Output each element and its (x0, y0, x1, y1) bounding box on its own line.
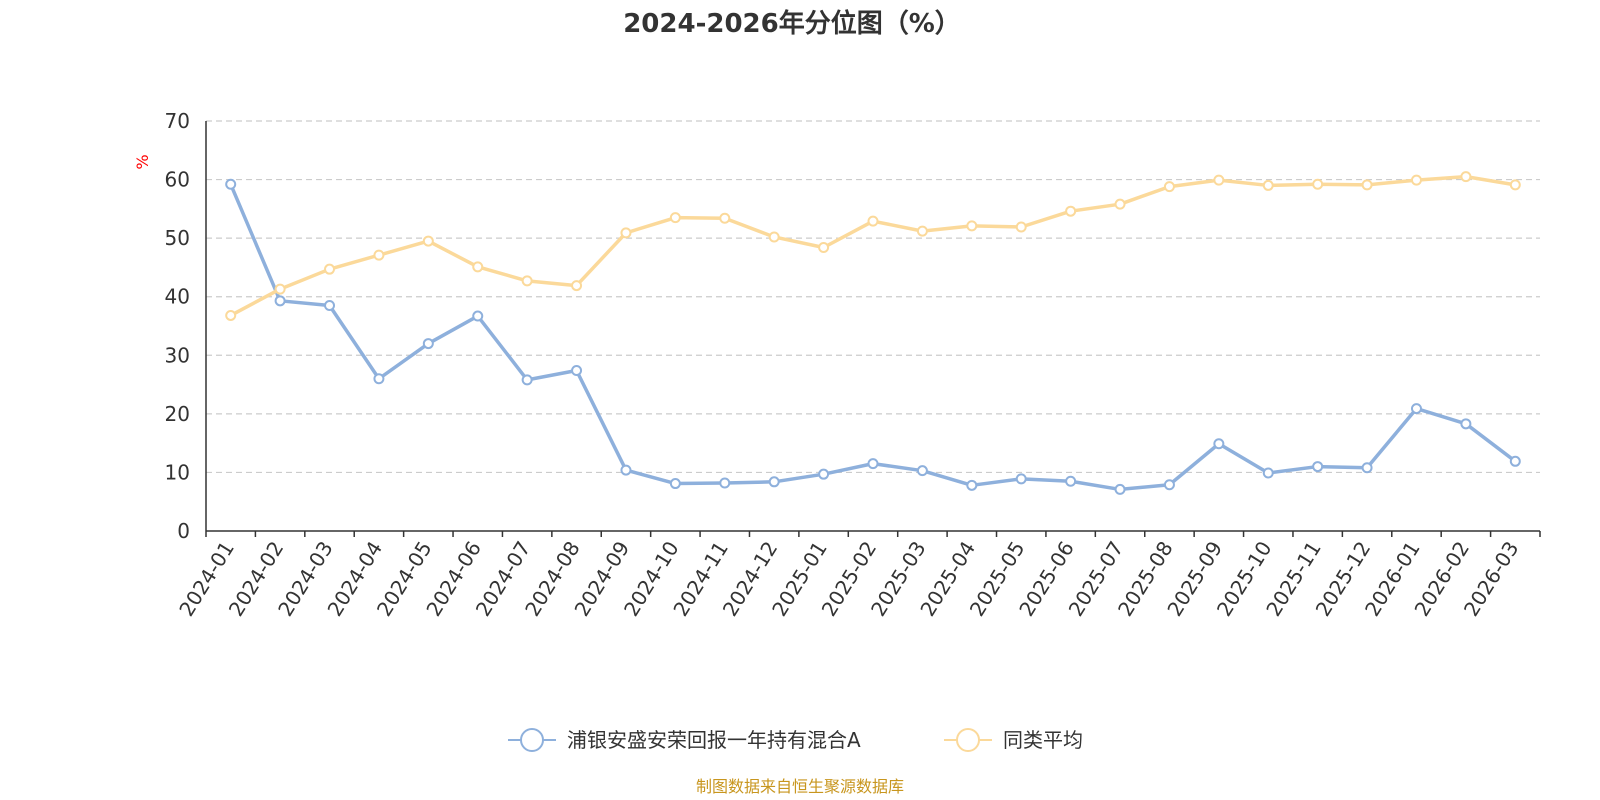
legend: 浦银安盛安荣回报一年持有混合A 同类平均 (508, 728, 1083, 752)
y-tick-label: 40 (165, 285, 190, 309)
data-point[interactable] (1213, 174, 1225, 186)
series-line (228, 174, 1518, 318)
data-point[interactable] (1312, 461, 1324, 473)
data-point[interactable] (1509, 179, 1521, 191)
y-tick-label: 10 (165, 460, 190, 484)
y-tick-label: 20 (165, 402, 190, 426)
data-point[interactable] (1262, 467, 1274, 479)
y-tick-label: 0 (177, 519, 190, 543)
data-point[interactable] (1163, 479, 1175, 491)
data-point[interactable] (1410, 174, 1422, 186)
data-point[interactable] (1361, 462, 1373, 474)
chart-title: 2024-2026年分位图（%） (623, 8, 961, 39)
data-point[interactable] (768, 231, 780, 243)
data-point[interactable] (768, 476, 780, 488)
data-point[interactable] (1163, 181, 1175, 193)
data-point[interactable] (867, 215, 879, 227)
data-point[interactable] (966, 220, 978, 232)
data-point[interactable] (719, 477, 731, 489)
data-point[interactable] (1410, 403, 1422, 415)
data-point[interactable] (373, 249, 385, 261)
data-point[interactable] (472, 310, 484, 322)
grid-layer (206, 120, 1540, 474)
data-point[interactable] (916, 465, 928, 477)
series-line (228, 182, 1518, 492)
data-point[interactable] (669, 478, 681, 490)
data-point[interactable] (1114, 483, 1126, 495)
data-point[interactable] (1015, 221, 1027, 233)
data-point[interactable] (1262, 179, 1274, 191)
legend-marker-icon (956, 728, 980, 752)
data-point[interactable] (1015, 473, 1027, 485)
data-point[interactable] (669, 212, 681, 224)
y-tick-label: 50 (165, 226, 190, 250)
data-point[interactable] (274, 283, 286, 295)
data-point[interactable] (620, 464, 632, 476)
data-point[interactable] (571, 365, 583, 377)
series-1 (225, 171, 1521, 321)
legend-marker-icon (520, 728, 544, 752)
data-point[interactable] (719, 212, 731, 224)
data-point[interactable] (867, 458, 879, 470)
legend-item-1[interactable]: 同类平均 (944, 728, 1083, 752)
legend-item-0[interactable]: 浦银安盛安荣回报一年持有混合A (508, 728, 861, 752)
series-0 (225, 178, 1521, 495)
data-point[interactable] (324, 263, 336, 275)
data-point[interactable] (966, 479, 978, 491)
data-point[interactable] (1460, 171, 1472, 183)
data-point[interactable] (1509, 455, 1521, 467)
series-layer (225, 171, 1521, 495)
data-point[interactable] (1065, 205, 1077, 217)
data-point[interactable] (1361, 179, 1373, 191)
data-point[interactable] (1114, 198, 1126, 210)
data-point[interactable] (324, 300, 336, 311)
data-point[interactable] (373, 373, 385, 385)
data-point[interactable] (274, 295, 286, 307)
data-point[interactable] (916, 225, 928, 237)
data-point[interactable] (620, 227, 632, 239)
data-point[interactable] (1312, 178, 1324, 190)
y-tick-label: 30 (165, 343, 190, 367)
legend-label: 浦银安盛安荣回报一年持有混合A (567, 728, 861, 752)
data-point[interactable] (1460, 418, 1472, 430)
data-point[interactable] (521, 275, 533, 287)
data-point[interactable] (1213, 438, 1225, 450)
data-point[interactable] (422, 338, 434, 350)
source-note: 制图数据来自恒生聚源数据库 (696, 777, 904, 796)
data-point[interactable] (521, 374, 533, 386)
data-point[interactable] (818, 242, 830, 254)
data-point[interactable] (1065, 475, 1077, 487)
y-tick-label: 60 (165, 168, 190, 192)
data-point[interactable] (818, 468, 830, 480)
data-point[interactable] (225, 178, 237, 190)
legend-label: 同类平均 (1003, 728, 1083, 752)
data-point[interactable] (422, 235, 434, 247)
data-point[interactable] (472, 261, 484, 273)
y-axis-unit-label: % (133, 154, 152, 169)
data-point[interactable] (571, 280, 583, 292)
y-tick-label: 70 (165, 109, 190, 133)
data-point[interactable] (225, 309, 237, 321)
